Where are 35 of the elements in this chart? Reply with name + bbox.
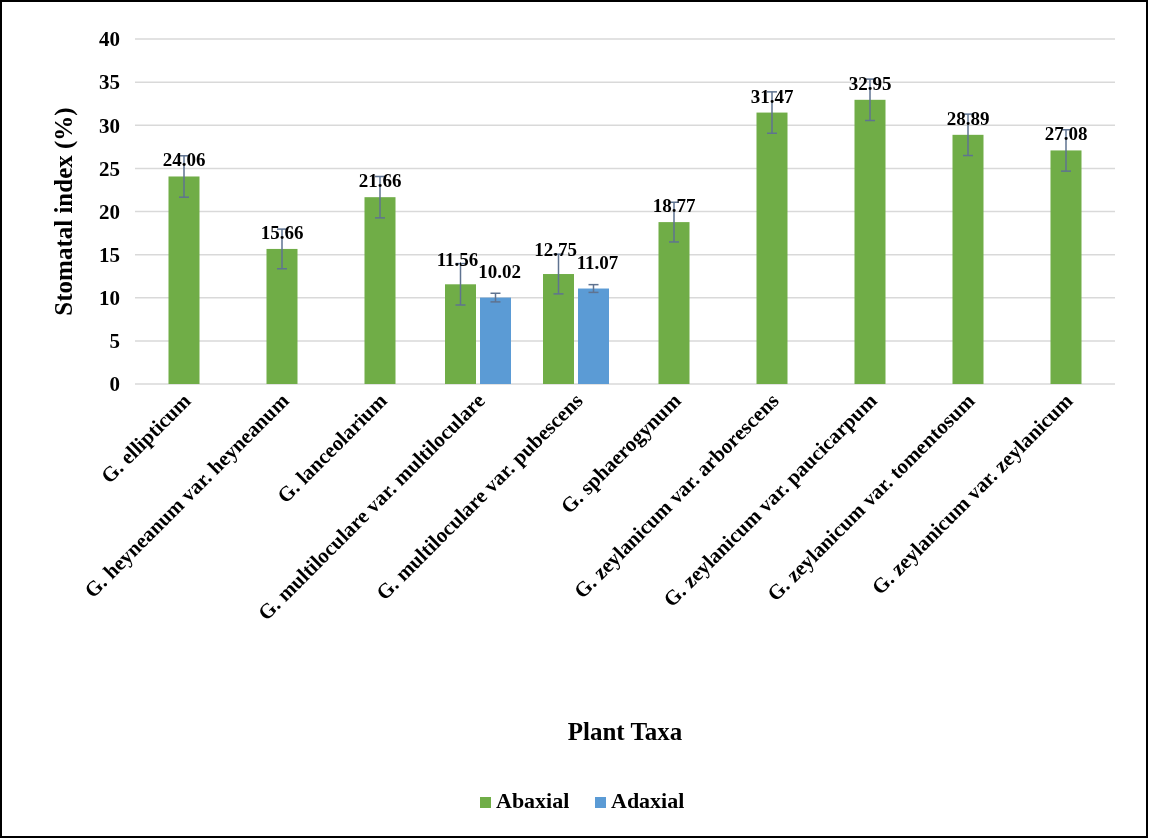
y-tick-label: 0 [109, 372, 120, 397]
legend-label: Adaxial [611, 788, 685, 813]
y-tick-label: 40 [99, 27, 120, 52]
data-label: 28.89 [946, 107, 990, 129]
data-label: 11.56 [436, 249, 479, 271]
bar [266, 248, 298, 384]
bar [1050, 150, 1082, 384]
data-label: 15.66 [260, 221, 304, 243]
bar [854, 99, 886, 384]
bar [480, 297, 511, 384]
data-label: 27.08 [1044, 123, 1088, 145]
data-label: 31.47 [750, 85, 794, 107]
data-label: 24.06 [162, 149, 206, 171]
x-axis-title: Plant Taxa [567, 718, 683, 745]
legend-label: Abaxial [496, 788, 570, 813]
y-tick-label: 5 [109, 329, 120, 354]
y-tick-label: 30 [99, 113, 120, 138]
y-tick-label: 35 [99, 70, 120, 95]
y-tick-label: 10 [99, 286, 120, 311]
y-tick-label: 20 [99, 199, 120, 224]
data-label: 21.66 [358, 170, 402, 192]
data-label: 18.77 [652, 195, 696, 217]
bar [578, 288, 609, 384]
bar [364, 197, 396, 384]
data-label: 12.75 [534, 239, 577, 261]
data-label: 32.95 [848, 72, 892, 94]
bar [168, 176, 200, 384]
y-tick-label: 15 [99, 242, 120, 267]
data-label: 10.02 [478, 260, 521, 282]
bar [952, 134, 984, 384]
data-label: 11.07 [576, 251, 619, 273]
y-axis-title: Stomatal index (%) [50, 107, 78, 316]
bar [658, 222, 690, 384]
y-tick-label: 25 [99, 156, 120, 181]
bar [756, 112, 788, 384]
